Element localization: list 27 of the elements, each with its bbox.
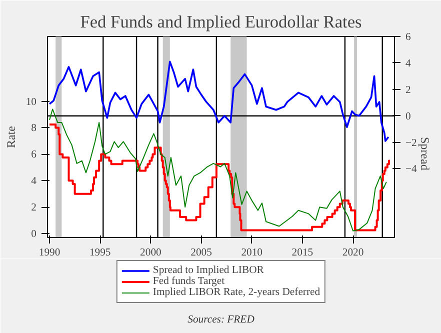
- legend-label: Implied LIBOR Rate, 2-years Deferred: [152, 287, 320, 298]
- y-tick-label: 0: [31, 229, 36, 240]
- y2-tick-label: 0: [406, 111, 411, 122]
- source-note: Sources: FRED: [188, 314, 255, 326]
- y-tick-label: 4: [31, 176, 38, 188]
- y-tick-label: 8: [31, 123, 36, 134]
- x-tick-label: 1990: [38, 248, 60, 258]
- y-tick-label: 10: [26, 96, 36, 108]
- y-axis-title: Rate: [4, 126, 18, 148]
- y-tick-label: 6: [31, 150, 38, 161]
- x-tick-label: 2015: [292, 248, 314, 258]
- y-tick-label: 2: [31, 202, 36, 214]
- line-series: [48, 60, 390, 142]
- y2-tick-label: −2: [406, 138, 417, 149]
- legend-label: Spread to Implied LIBOR: [152, 265, 264, 276]
- chart-title: Fed Funds and Implied Eurodollar Rates: [80, 12, 362, 32]
- x-tick-label: 2005: [190, 248, 212, 258]
- x-tick-label: 1995: [89, 248, 111, 258]
- x-tick-label: 2010: [241, 248, 263, 258]
- y2-tick-label: −4: [406, 164, 418, 176]
- y2-tick-label: 4: [406, 58, 412, 70]
- y2-axis-title: Spread: [418, 137, 432, 170]
- y2-tick-label: 6: [406, 32, 412, 43]
- y2-tick-label: 2: [406, 84, 411, 96]
- legend-label: Fed funds Target: [152, 276, 225, 287]
- x-tick-label: 2000: [140, 248, 162, 258]
- x-tick-label: 2020: [342, 248, 364, 258]
